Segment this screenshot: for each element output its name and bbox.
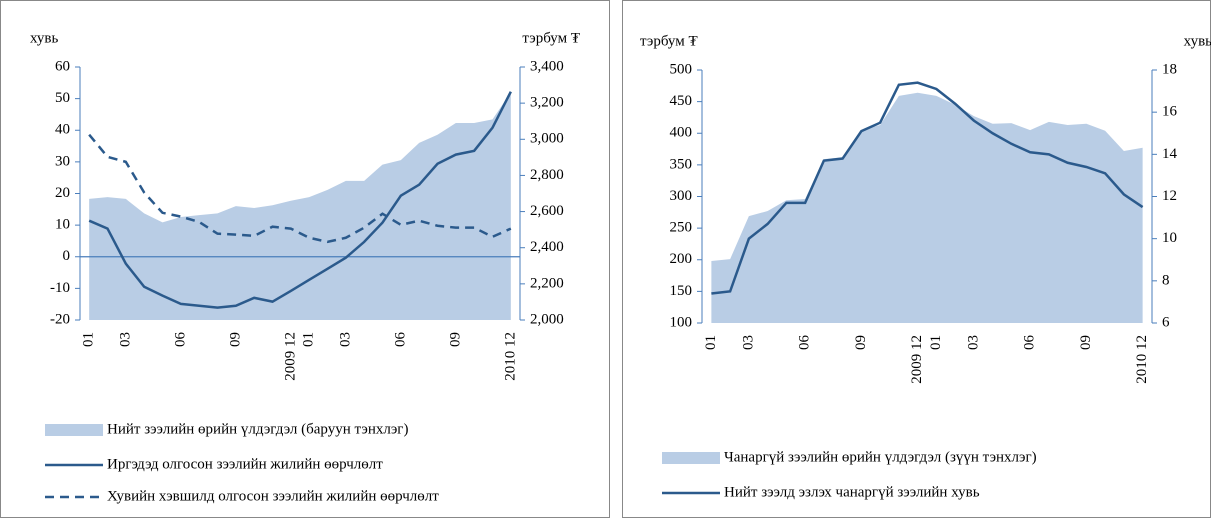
y-tick-label: 400: [670, 125, 693, 141]
line: [711, 81, 1144, 295]
x-tick-label: 01: [928, 335, 944, 350]
x-tick-label: 09: [447, 332, 463, 347]
x-tick-label: 09: [227, 332, 243, 347]
y2-tick-label: 3,000: [530, 131, 564, 147]
y2-tick-label: 2,000: [530, 311, 564, 327]
y2-tick-label: 2,200: [530, 275, 564, 291]
y-tick-label: 60: [55, 58, 70, 74]
y-axis-title: тэрбум ₮: [640, 33, 698, 49]
y2-tick-label: 3,400: [530, 58, 564, 74]
legend-label: Чанаргүй зээлийн өрийн үлдэгдэл (зүүн тэ…: [724, 449, 1037, 465]
y-tick-label: 30: [55, 153, 70, 169]
x-tick-label: 09: [1078, 335, 1094, 350]
area: [89, 92, 511, 320]
y-tick-label: -20: [50, 311, 70, 327]
x-tick-label: 01: [301, 332, 317, 347]
y2-tick-label: 14: [1162, 146, 1178, 162]
y2-tick-label: 3,200: [530, 95, 564, 111]
y-tick-label: 500: [670, 61, 693, 77]
y2-tick-label: 6: [1162, 314, 1170, 330]
y2-tick-label: 8: [1162, 272, 1170, 288]
y2-tick-label: 18: [1162, 61, 1177, 77]
y-tick-label: 200: [670, 251, 693, 267]
legend-swatch: [662, 452, 720, 464]
x-tick-label: 2010 12: [502, 332, 518, 381]
y2-tick-label: 12: [1162, 188, 1177, 204]
line: [88, 91, 512, 309]
x-tick-label: 03: [337, 332, 353, 347]
y2-tick-label: 10: [1162, 230, 1177, 246]
y-tick-label: 50: [55, 90, 70, 106]
x-tick-label: 01: [81, 332, 97, 347]
x-tick-label: 06: [797, 335, 813, 351]
y2-tick-label: 2,400: [530, 239, 564, 255]
x-tick-label: 03: [965, 335, 981, 350]
legend-label: Иргэдэд олгосон зээлийн жилийн өөрчлөлт: [107, 456, 383, 472]
line: [88, 133, 512, 244]
y2-tick-label: 2,800: [530, 167, 564, 183]
y2-axis-title: тэрбум ₮: [522, 30, 580, 46]
y-tick-label: 300: [670, 188, 693, 204]
legend-label: Нийт зээлд эзлэх чанаргүй зээлийн хувь: [724, 484, 980, 500]
area: [711, 92, 1143, 324]
x-tick-label: 06: [172, 332, 188, 348]
x-tick-label: 2009 12: [909, 335, 925, 384]
y-tick-label: 250: [670, 220, 693, 236]
y-axis-title: хувь: [30, 30, 59, 46]
x-tick-label: 06: [392, 332, 408, 348]
legend-label: Хувийн хэвшилд олгосон зээлийн жилийн өө…: [107, 488, 439, 504]
y-tick-label: 350: [670, 156, 693, 172]
legend-label: Нийт зээлийн өрийн үлдэгдэл (баруун тэнх…: [107, 421, 408, 437]
y-tick-label: 150: [670, 283, 693, 299]
x-tick-label: 03: [117, 332, 133, 347]
y-tick-label: 450: [670, 93, 693, 109]
x-tick-label: 01: [703, 335, 719, 350]
y-tick-label: 20: [55, 185, 70, 201]
y-tick-label: 0: [63, 248, 71, 264]
x-tick-label: 06: [1022, 335, 1038, 351]
y-tick-label: -10: [50, 280, 70, 296]
legend-swatch: [45, 424, 103, 436]
x-tick-label: 09: [853, 335, 869, 350]
x-tick-label: 03: [740, 335, 756, 350]
y-tick-label: 40: [55, 122, 70, 138]
x-tick-label: 2009 12: [282, 332, 298, 381]
y2-axis-title: хувь: [1184, 33, 1211, 49]
x-tick-label: 2010 12: [1134, 335, 1150, 384]
y-tick-label: 100: [670, 314, 693, 330]
y-tick-label: 10: [55, 217, 70, 233]
y2-tick-label: 16: [1162, 104, 1178, 120]
y2-tick-label: 2,600: [530, 203, 564, 219]
